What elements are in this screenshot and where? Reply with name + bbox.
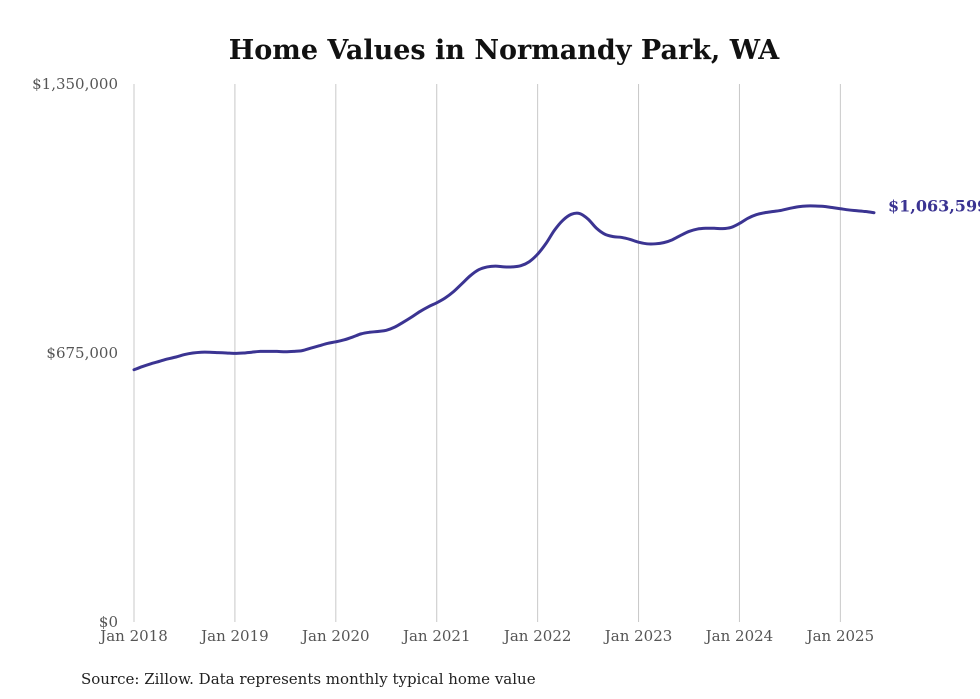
x-tick-label: Jan 2018 — [98, 627, 168, 645]
chart-title: Home Values in Normandy Park, WA — [229, 35, 781, 66]
y-tick-label: $675,000 — [46, 344, 118, 362]
y-axis: $0 $675,000 $1,350,000 — [32, 75, 118, 631]
home-value-series-line — [132, 204, 876, 372]
y-tick-label: $0 — [99, 613, 118, 631]
source-note: Source: Zillow. Data represents monthly … — [81, 670, 536, 688]
grid-layer — [133, 84, 841, 622]
x-axis: Jan 2018 Jan 2019 Jan 2020 Jan 2021 Jan 2022… — [98, 627, 874, 645]
y-tick-label: $1,350,000 — [32, 75, 118, 93]
x-tick-label: Jan 2023 — [603, 627, 673, 645]
x-tick-label: Jan 2019 — [199, 627, 269, 645]
latest-value-label: $1,063,599 — [888, 197, 980, 216]
x-tick-label: Jan 2021 — [401, 627, 471, 645]
x-tick-label: Jan 2022 — [502, 627, 572, 645]
x-tick-label: Jan 2024 — [704, 627, 774, 645]
x-tick-label: Jan 2025 — [805, 627, 875, 645]
x-tick-label: Jan 2020 — [300, 627, 370, 645]
